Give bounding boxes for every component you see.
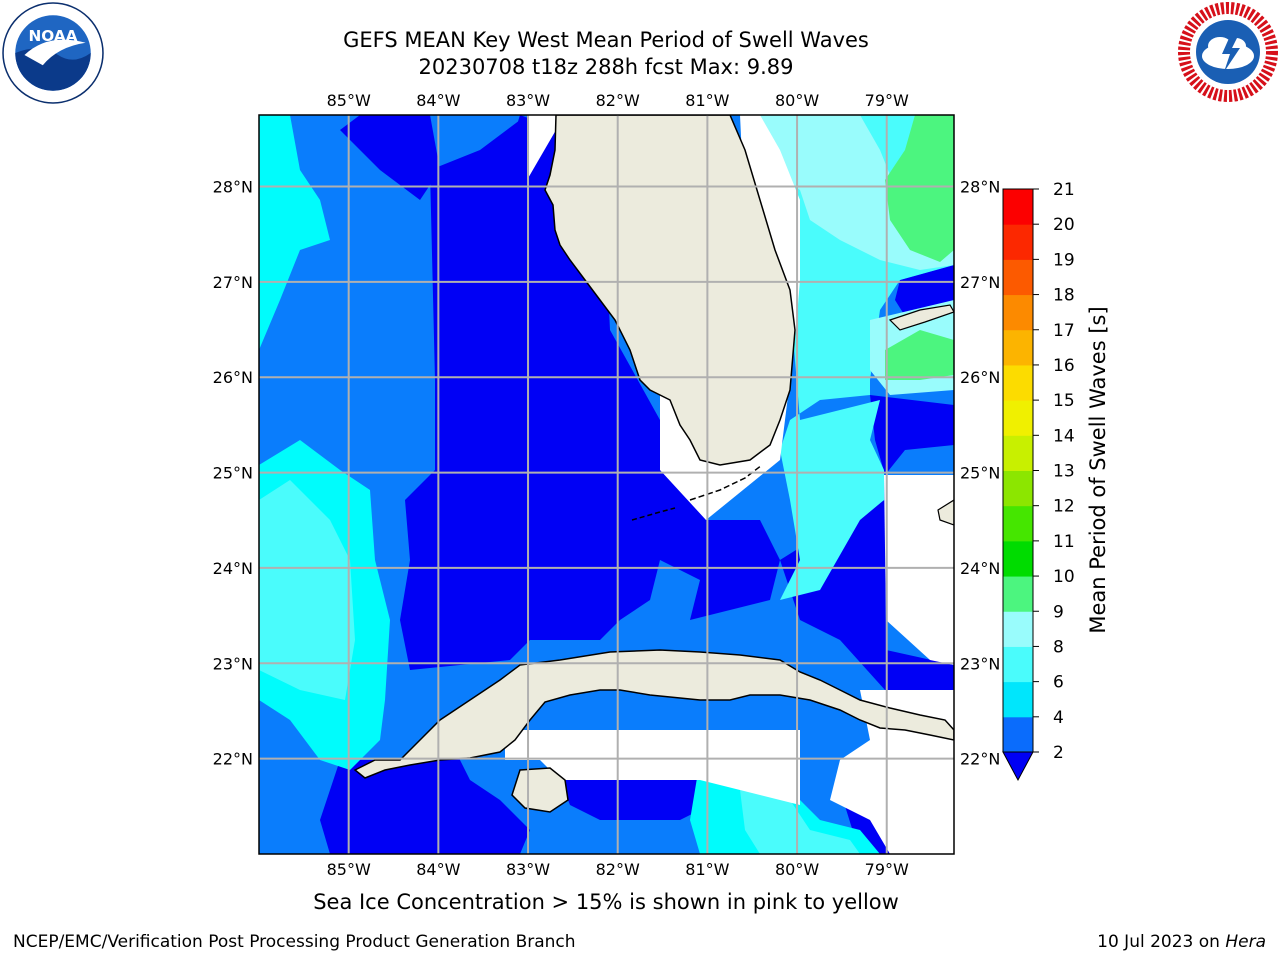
bahamas-land-east xyxy=(937,499,954,526)
lon-tick-label-bottom: 79°W xyxy=(865,860,909,879)
colorbar-tick-label: 2 xyxy=(1053,743,1064,763)
green-ne xyxy=(885,115,954,262)
masked-area-cuba-south xyxy=(505,730,800,805)
colorbar-segment xyxy=(1003,470,1033,507)
colorbar-underflow-arrow xyxy=(1002,751,1034,782)
lat-tick-label-left: 22°N xyxy=(213,750,253,769)
colorbar-segment xyxy=(1003,329,1033,366)
colorbar-segment xyxy=(1003,540,1033,577)
colorbar-tick-label: 4 xyxy=(1053,708,1064,728)
masked-area-bahamas xyxy=(884,475,954,665)
colorbar-label: Mean Period of Swell Waves [s] xyxy=(1086,306,1110,634)
colorbar-segment xyxy=(1003,294,1033,331)
isla-juventud-land xyxy=(511,767,569,813)
lon-tick-label-bottom: 83°W xyxy=(506,860,550,879)
colorbar-tick-label: 17 xyxy=(1053,321,1075,341)
lat-tick-label-left: 27°N xyxy=(213,273,253,292)
green-e xyxy=(885,330,954,380)
lat-tick-label-right: 24°N xyxy=(960,559,1000,578)
colorbar-tick-label: 13 xyxy=(1053,462,1075,482)
deep-blue-west-strip xyxy=(340,115,440,200)
map-grid xyxy=(259,115,954,854)
colorbar: 2 4 6 8 9 10 11 12 13 14 15 16 17 18 19 20 21 xyxy=(1002,180,1075,782)
colorbar-tick-label: 8 xyxy=(1053,637,1064,657)
deep-blue-east xyxy=(870,395,954,475)
cyan-west-light xyxy=(259,480,355,700)
lat-tick-label-right: 27°N xyxy=(960,273,1000,292)
lon-tick-label-bottom: 81°W xyxy=(685,860,729,879)
machine-name: Hera xyxy=(1225,932,1266,952)
colorbar-segment xyxy=(1003,364,1033,401)
deep-blue-south2 xyxy=(560,780,720,820)
lat-tick-label-left: 28°N xyxy=(213,178,253,197)
lat-tick-label-right: 26°N xyxy=(960,368,1000,387)
colorbar-segment xyxy=(1003,505,1033,542)
lon-tick-label-top: 84°W xyxy=(416,91,460,110)
lon-tick-label-top: 80°W xyxy=(775,91,819,110)
noaa-logo: NOAA xyxy=(2,2,104,104)
swell-period-field xyxy=(259,115,954,854)
lat-tick-label-left: 25°N xyxy=(213,464,253,483)
colorbar-tick-label: 20 xyxy=(1053,215,1075,235)
sea-ice-note: Sea Ice Concentration > 15% is shown in … xyxy=(313,890,899,914)
colorbar-tick-label: 21 xyxy=(1053,180,1075,200)
chart-title: GEFS MEAN Key West Mean Period of Swell … xyxy=(343,28,869,52)
colorbar-segment xyxy=(1003,716,1033,753)
credit-left: NCEP/EMC/Verification Post Processing Pr… xyxy=(13,932,576,952)
lat-tick-label-right: 22°N xyxy=(960,750,1000,769)
colorbar-segment xyxy=(1003,646,1033,683)
colorbar-tick-label: 18 xyxy=(1053,286,1075,306)
colorbar-segment xyxy=(1003,224,1033,260)
colorbar-tick-label: 11 xyxy=(1053,532,1075,552)
deep-blue-gulf-north xyxy=(440,115,610,350)
colorbar-segment xyxy=(1003,189,1033,225)
lat-tick-label-left: 24°N xyxy=(213,559,253,578)
lon-tick-label-bottom: 82°W xyxy=(596,860,640,879)
colorbar-segment xyxy=(1003,681,1033,718)
florida-keys xyxy=(689,464,763,501)
map-frame xyxy=(258,114,955,855)
lon-tick-label-top: 85°W xyxy=(327,91,371,110)
colorbar-tick-label: 15 xyxy=(1053,391,1075,411)
map-tick-labels: 85°W 85°W 84°W 84°W 83°W 83°W 82°W 82°W 81°W 81°W… xyxy=(213,91,1001,879)
colorbar-segment xyxy=(1003,400,1033,436)
credit-right: 10 Jul 2023 on Hera xyxy=(1097,932,1266,952)
colorbar-segment xyxy=(1003,259,1033,296)
nws-logo xyxy=(1178,2,1278,102)
lon-tick-label-top: 83°W xyxy=(506,91,550,110)
lat-tick-label-left: 23°N xyxy=(213,654,253,673)
lon-tick-label-bottom: 80°W xyxy=(775,860,819,879)
colorbar-segment xyxy=(1003,435,1033,471)
colorbar-tick-label: 6 xyxy=(1053,673,1064,693)
colorbar-tick-label: 14 xyxy=(1053,426,1075,446)
chart-subtitle: 20230708 t18z 288h fcst Max: 9.89 xyxy=(418,55,794,79)
bahamas-land-north xyxy=(888,304,954,331)
lat-tick-label-right: 23°N xyxy=(960,654,1000,673)
lon-tick-label-bottom: 85°W xyxy=(327,860,371,879)
colorbar-tick-label: 10 xyxy=(1053,567,1075,587)
lat-tick-label-right: 25°N xyxy=(960,464,1000,483)
colorbar-segment xyxy=(1003,576,1033,612)
cyan-west xyxy=(259,115,330,350)
dry-tortugas xyxy=(631,507,676,521)
lon-tick-label-top: 79°W xyxy=(865,91,909,110)
colorbar-tick-label: 9 xyxy=(1053,602,1064,622)
colorbar-tick-label: 19 xyxy=(1053,250,1075,270)
colorbar-segment xyxy=(1003,611,1033,647)
lon-tick-label-bottom: 84°W xyxy=(416,860,460,879)
lat-tick-label-left: 26°N xyxy=(213,368,253,387)
colorbar-tick-label: 16 xyxy=(1053,356,1075,376)
lat-tick-label-right: 28°N xyxy=(960,178,1000,197)
light-cyan-south-east xyxy=(740,790,860,854)
lon-tick-label-top: 82°W xyxy=(596,91,640,110)
masked-area-fl-coast xyxy=(527,115,556,180)
colorbar-tick-label: 12 xyxy=(1053,497,1075,517)
svg-text:NOAA: NOAA xyxy=(28,27,77,45)
lon-tick-label-top: 81°W xyxy=(685,91,729,110)
